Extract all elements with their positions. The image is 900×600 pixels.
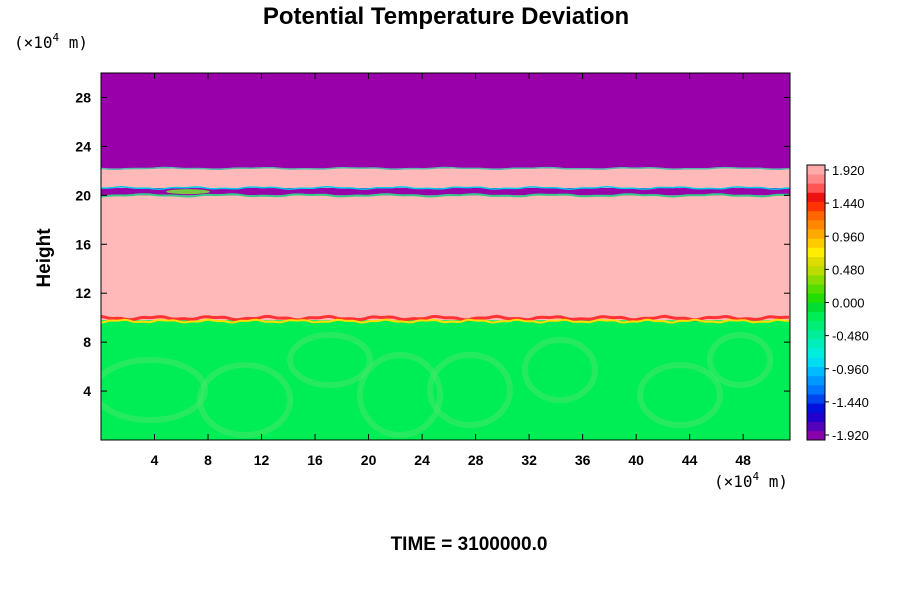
y-unit-label: (×104 m) xyxy=(14,31,88,52)
x-tick-label: 44 xyxy=(682,452,698,468)
colorbar-swatch xyxy=(807,366,825,377)
x-tick-label: 20 xyxy=(361,452,377,468)
colorbar-swatch xyxy=(807,412,825,422)
colorbar-swatch xyxy=(807,183,825,193)
interface-yellow-edge xyxy=(101,318,789,324)
x-tick-label: 12 xyxy=(254,452,270,468)
colorbar-swatch xyxy=(807,394,825,404)
colorbar-swatch xyxy=(807,339,825,349)
x-tick-label: 32 xyxy=(521,452,537,468)
colorbar-swatch xyxy=(807,421,825,432)
y-axis: 4 8 12 16 20 24 28 xyxy=(75,89,790,399)
colorbar-label: 0.480 xyxy=(832,262,865,277)
heatmap-detail xyxy=(101,166,790,438)
colorbar-swatch xyxy=(807,348,825,358)
eddy-7 xyxy=(707,332,773,388)
y-tick-label: 12 xyxy=(75,285,91,301)
heatmap-layer-2 xyxy=(101,187,790,196)
y-tick-label: 20 xyxy=(75,187,91,203)
colorbar-labels: 1.920 1.440 0.960 0.480 0.000 -0.480 -0.960 -1.… xyxy=(825,163,869,443)
time-label: TIME = 3100000.0 xyxy=(391,534,548,555)
heatmap-field xyxy=(101,73,790,440)
top-layer-edge xyxy=(101,166,790,171)
eddy-4 xyxy=(427,352,513,428)
colorbar-label: 0.960 xyxy=(832,229,865,244)
x-axis: 4 8 12 16 20 24 28 32 36 40 44 48 xyxy=(151,73,751,468)
colorbar-swatch xyxy=(807,430,825,441)
x-unit-label: (×104 m) xyxy=(714,470,788,491)
x-tick-label: 40 xyxy=(628,452,644,468)
colorbar-swatch xyxy=(807,247,825,257)
colorbar-label: -1.440 xyxy=(832,395,869,410)
colorbar-label: 1.440 xyxy=(832,196,865,211)
heatmap-layer-1 xyxy=(101,195,790,321)
x-tick-label: 24 xyxy=(414,452,430,468)
colorbar-swatch xyxy=(807,311,825,322)
colorbar-swatch xyxy=(807,238,825,248)
colorbar-label: 0.000 xyxy=(832,296,865,311)
x-tick-label: 16 xyxy=(307,452,323,468)
colorbar-swatch xyxy=(807,256,825,267)
interface-warm-edge xyxy=(101,314,789,322)
x-tick-label: 8 xyxy=(204,452,212,468)
band-upper-edge xyxy=(101,186,790,190)
colorbar-swatch xyxy=(807,275,825,285)
eddy-0 xyxy=(101,357,208,423)
heatmap-layer-3 xyxy=(101,168,790,188)
colorbar-swatch xyxy=(807,302,825,312)
x-tick-label: 4 xyxy=(151,452,159,468)
x-tick-label: 28 xyxy=(468,452,484,468)
colorbar-swatch xyxy=(807,385,825,395)
y-tick-label: 24 xyxy=(75,138,91,154)
colorbar-swatch xyxy=(807,357,825,367)
colorbar-label: -0.480 xyxy=(832,329,869,344)
y-tick-label: 28 xyxy=(75,89,91,105)
colorbar-swatch xyxy=(807,210,825,221)
colorbar-label: -1.920 xyxy=(832,428,869,443)
colorbar-swatch xyxy=(807,165,825,175)
colorbar-swatch xyxy=(807,265,825,276)
colorbar-swatch xyxy=(807,229,825,239)
eddy-6 xyxy=(637,362,723,428)
y-tick-label: 4 xyxy=(83,383,91,399)
colorbar-swatch xyxy=(807,330,825,340)
heatmap-layer-4 xyxy=(101,73,790,169)
eddy-3 xyxy=(357,352,443,438)
colorbar-swatch xyxy=(807,192,825,202)
band-streak xyxy=(165,189,210,195)
colorbar-swatch xyxy=(807,375,825,386)
colorbar xyxy=(806,164,826,441)
colorbar-label: 1.920 xyxy=(832,163,865,178)
eddy-1 xyxy=(197,362,293,438)
colorbar-swatch xyxy=(807,320,825,331)
eddy-5 xyxy=(522,337,598,403)
y-axis-title: Height xyxy=(34,228,55,288)
colorbar-swatch xyxy=(807,403,825,413)
y-tick-label: 16 xyxy=(75,236,91,252)
colorbar-swatch xyxy=(807,293,825,303)
x-tick-label: 36 xyxy=(575,452,591,468)
colorbar-swatch xyxy=(807,174,825,184)
x-tick-label: 48 xyxy=(735,452,751,468)
plot-frame xyxy=(100,72,791,441)
eddy-2 xyxy=(287,332,373,388)
chart-title: Potential Temperature Deviation xyxy=(263,3,629,30)
colorbar-label: -0.960 xyxy=(832,362,869,377)
y-tick-label: 8 xyxy=(83,334,91,350)
colorbar-swatch xyxy=(807,201,825,212)
colorbar-swatch xyxy=(807,220,825,230)
band-lower-edge xyxy=(101,193,790,198)
colorbar-swatch xyxy=(807,284,825,294)
